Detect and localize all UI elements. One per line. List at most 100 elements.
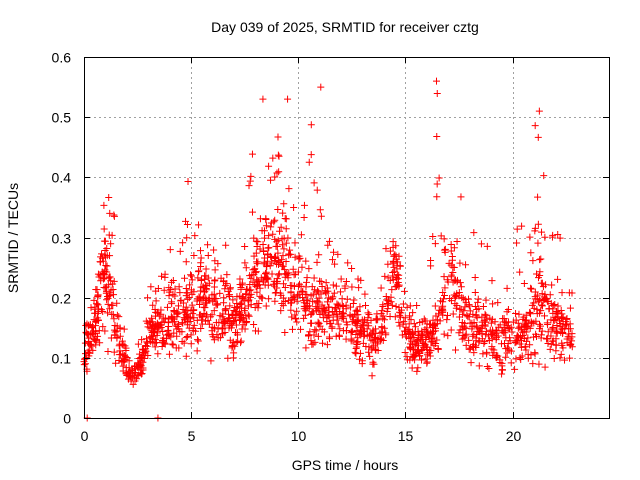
data-point: [400, 318, 408, 326]
data-point: [512, 338, 520, 346]
data-point: [282, 258, 290, 266]
data-point: [538, 228, 546, 236]
data-point: [531, 349, 539, 357]
data-point: [287, 299, 295, 307]
data-point: [470, 349, 478, 357]
data-point: [163, 303, 171, 311]
data-point: [392, 302, 400, 310]
data-point: [209, 333, 217, 341]
data-point: [498, 366, 506, 374]
data-point: [226, 302, 234, 310]
data-point: [193, 316, 201, 324]
data-point: [487, 319, 495, 327]
data-point: [317, 212, 325, 220]
data-point: [431, 302, 439, 310]
data-point: [255, 299, 263, 307]
data-point: [501, 329, 509, 337]
data-point: [273, 238, 281, 246]
data-point: [567, 340, 575, 348]
data-point: [512, 310, 520, 318]
data-point: [369, 328, 377, 336]
data-point: [196, 294, 204, 302]
data-point: [386, 277, 394, 285]
data-point: [319, 339, 327, 347]
data-point: [389, 272, 397, 280]
data-point: [424, 349, 432, 357]
data-point: [334, 250, 342, 258]
data-point: [116, 332, 124, 340]
data-point: [90, 296, 98, 304]
data-point: [93, 286, 101, 294]
data-point: [308, 340, 316, 348]
data-point: [514, 319, 522, 327]
data-point: [529, 360, 537, 368]
data-point: [374, 340, 382, 348]
data-point: [253, 288, 261, 296]
data-point: [187, 331, 195, 339]
data-point: [103, 245, 111, 253]
data-point: [226, 336, 234, 344]
data-point: [414, 335, 422, 343]
y-tick-label: 0.5: [52, 110, 72, 126]
data-point: [226, 284, 234, 292]
data-point: [175, 320, 183, 328]
data-point: [518, 222, 526, 230]
data-point: [97, 277, 105, 285]
data-point: [431, 240, 439, 248]
data-point: [92, 335, 100, 343]
data-point: [187, 340, 195, 348]
data-point: [377, 310, 385, 318]
data-point: [336, 332, 343, 340]
data-point: [105, 194, 113, 202]
data-point: [251, 281, 259, 289]
data-point: [182, 217, 190, 225]
data-point: [82, 328, 90, 336]
data-point: [354, 307, 362, 315]
data-point: [531, 293, 539, 301]
data-point: [269, 154, 277, 162]
data-point: [333, 300, 341, 308]
data-point: [229, 296, 237, 304]
data-point: [358, 322, 366, 330]
data-point: [262, 302, 270, 310]
data-point: [113, 311, 121, 319]
data-point: [312, 327, 320, 335]
data-point: [433, 193, 441, 201]
data-point: [507, 323, 515, 331]
data-point: [273, 169, 281, 177]
data-point: [433, 180, 441, 188]
data-point: [251, 304, 259, 312]
data-point: [274, 249, 282, 257]
data-point: [534, 133, 542, 141]
data-point: [421, 317, 429, 325]
data-point: [169, 341, 177, 349]
data-point: [189, 310, 197, 318]
data-point: [267, 252, 275, 260]
data-point: [357, 276, 365, 284]
data-point: [498, 370, 506, 378]
data-point: [264, 281, 272, 289]
data-point: [406, 340, 414, 348]
data-point: [276, 227, 284, 235]
data-point: [516, 268, 524, 276]
data-point: [258, 294, 266, 302]
data-point: [186, 281, 194, 289]
data-point: [470, 340, 478, 348]
data-point: [511, 365, 519, 373]
data-point: [506, 325, 514, 333]
data-point: [444, 278, 452, 286]
data-point: [119, 350, 127, 358]
data-point: [307, 151, 315, 159]
data-point: [100, 225, 108, 233]
data-point: [193, 347, 201, 355]
data-point: [351, 348, 359, 356]
data-point: [211, 266, 219, 274]
data-point: [175, 344, 183, 352]
data-point: [115, 313, 123, 321]
data-point: [315, 251, 323, 259]
data-point: [549, 324, 557, 332]
data-point: [302, 278, 310, 286]
data-point: [325, 333, 333, 341]
data-point: [157, 310, 165, 318]
data-point: [197, 254, 205, 262]
